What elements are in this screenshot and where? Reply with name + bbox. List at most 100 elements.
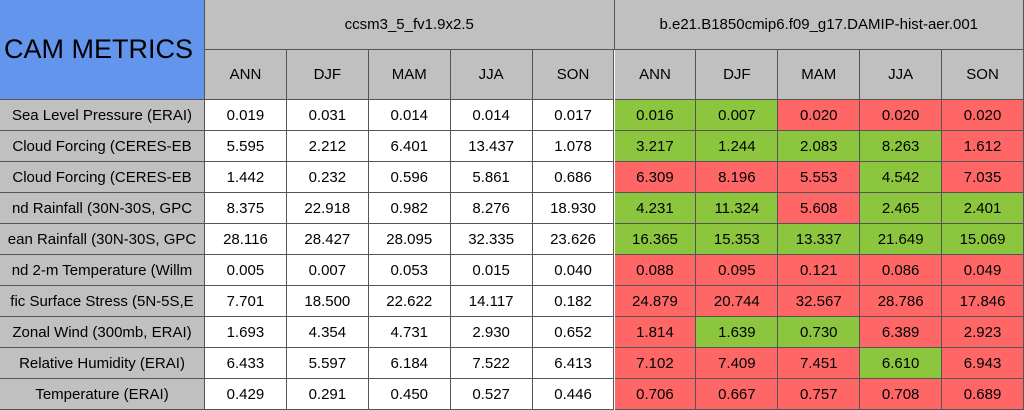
metric-value: 5.595 [205,131,287,162]
metric-value: 0.014 [368,100,451,131]
metric-value: 2.923 [942,317,1024,348]
row-label: ean Rainfall (30N-30S, GPC [0,224,205,255]
metric-value: 15.353 [696,224,779,255]
metric-value: 8.375 [205,193,287,224]
metric-value: 2.930 [450,317,533,348]
metric-value: 8.196 [696,162,779,193]
row-label: fic Surface Stress (5N-5S,E [0,286,205,317]
metric-value: 1.639 [696,317,779,348]
metric-value: 5.553 [778,162,861,193]
row-label: Sea Level Pressure (ERAI) [0,100,205,131]
metric-value: 0.121 [778,255,861,286]
metric-value: 0.053 [368,255,451,286]
row-label: Relative Humidity (ERAI) [0,348,205,379]
metric-value: 4.542 [860,162,943,193]
metric-value: 1.442 [205,162,287,193]
metric-value: 1.244 [696,131,779,162]
table-title: CAM METRICS [0,0,205,100]
metric-value: 0.095 [696,255,779,286]
metric-value: 6.413 [532,348,615,379]
metric-value: 2.212 [286,131,369,162]
metric-value: 0.019 [205,100,287,131]
metric-value: 0.007 [286,255,369,286]
metric-value: 16.365 [614,224,697,255]
row-label: nd 2-m Temperature (Willm [0,255,205,286]
metric-value: 0.020 [942,100,1024,131]
metric-value: 1.814 [614,317,697,348]
metric-value: 0.446 [532,379,615,410]
metric-value: 28.116 [205,224,287,255]
metric-value: 28.095 [368,224,451,255]
metric-value: 13.337 [778,224,861,255]
season-header: DJF [696,50,779,100]
metric-value: 3.217 [614,131,697,162]
season-header: SON [532,50,615,100]
metric-value: 1.078 [532,131,615,162]
metric-value: 6.309 [614,162,697,193]
metric-value: 24.879 [614,286,697,317]
metric-value: 0.596 [368,162,451,193]
metric-value: 0.086 [860,255,943,286]
metric-value: 4.231 [614,193,697,224]
metric-value: 5.608 [778,193,861,224]
metric-value: 7.102 [614,348,697,379]
metric-value: 0.040 [532,255,615,286]
metric-value: 0.049 [942,255,1024,286]
season-header: MAM [368,50,451,100]
row-label: Zonal Wind (300mb, ERAI) [0,317,205,348]
metric-value: 0.689 [942,379,1024,410]
metric-value: 8.276 [450,193,533,224]
metric-value: 0.291 [286,379,369,410]
metric-value: 0.005 [205,255,287,286]
metric-value: 6.433 [205,348,287,379]
metric-value: 0.007 [696,100,779,131]
row-label: Cloud Forcing (CERES-EB [0,162,205,193]
season-header: JJA [860,50,943,100]
row-label: nd Rainfall (30N-30S, GPC [0,193,205,224]
metric-value: 8.263 [860,131,943,162]
metric-value: 6.401 [368,131,451,162]
metric-value: 2.465 [860,193,943,224]
metric-value: 0.652 [532,317,615,348]
season-header: DJF [286,50,369,100]
season-header: SON [942,50,1024,100]
group-header: b.e21.B1850cmip6.f09_g17.DAMIP-hist-aer.… [614,0,1024,50]
metric-value: 15.069 [942,224,1024,255]
metric-value: 0.450 [368,379,451,410]
metric-value: 0.088 [614,255,697,286]
metric-value: 13.437 [450,131,533,162]
metric-value: 18.500 [286,286,369,317]
metric-value: 6.943 [942,348,1024,379]
metric-value: 0.015 [450,255,533,286]
metric-value: 23.626 [532,224,615,255]
metric-value: 0.757 [778,379,861,410]
metric-value: 0.527 [450,379,533,410]
metric-value: 32.335 [450,224,533,255]
metric-value: 5.861 [450,162,533,193]
metric-value: 0.706 [614,379,697,410]
metric-value: 6.610 [860,348,943,379]
season-header: ANN [205,50,287,100]
metric-value: 0.182 [532,286,615,317]
metric-value: 2.083 [778,131,861,162]
metric-value: 0.429 [205,379,287,410]
row-label: Temperature (ERAI) [0,379,205,410]
metric-value: 11.324 [696,193,779,224]
season-header: ANN [614,50,697,100]
metric-value: 32.567 [778,286,861,317]
metric-value: 28.786 [860,286,943,317]
metric-value: 0.014 [450,100,533,131]
metric-value: 21.649 [860,224,943,255]
metric-value: 4.354 [286,317,369,348]
metric-value: 0.686 [532,162,615,193]
metric-value: 0.017 [532,100,615,131]
metric-value: 0.667 [696,379,779,410]
metric-value: 7.035 [942,162,1024,193]
metric-value: 0.730 [778,317,861,348]
metric-value: 0.982 [368,193,451,224]
metric-value: 6.389 [860,317,943,348]
metric-value: 22.622 [368,286,451,317]
metric-value: 0.031 [286,100,369,131]
metric-value: 7.701 [205,286,287,317]
